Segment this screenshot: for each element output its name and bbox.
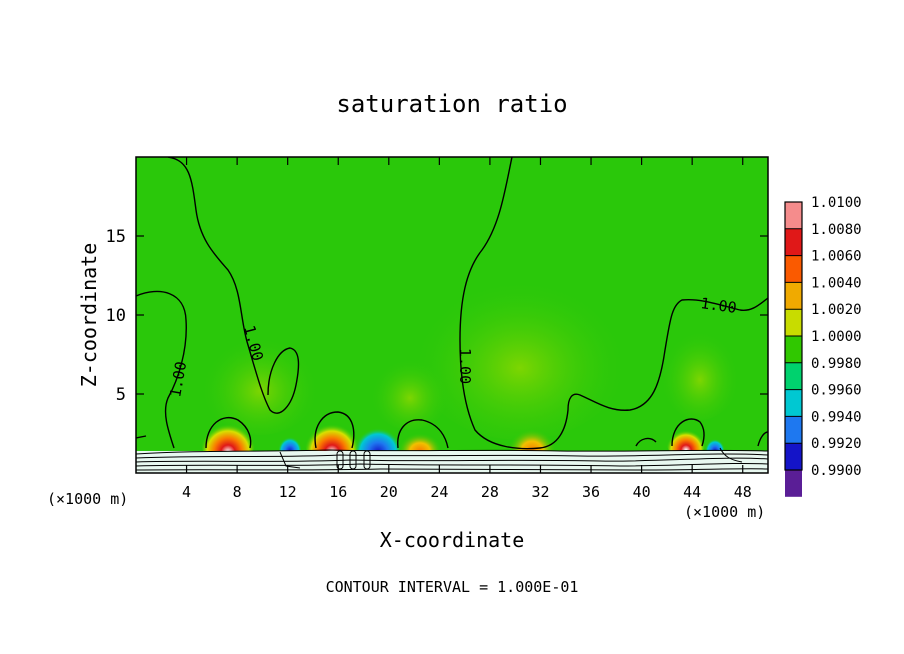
colorbar-label: 1.0060 (811, 249, 862, 265)
x-axis: 4 8 12 16 20 24 28 32 36 40 44 48 (182, 157, 752, 501)
contour-label: 1.00 (166, 360, 190, 399)
contour-line (136, 435, 147, 439)
x-tick-label: 32 (531, 483, 549, 501)
plot-field (136, 157, 768, 473)
contour-line (671, 418, 705, 447)
colorbar-swatch (785, 362, 802, 390)
y-axis: 5 10 15 (106, 227, 768, 405)
x-axis-label: X-coordinate (380, 528, 525, 552)
colorbar-swatch (785, 443, 802, 470)
soft-region (660, 320, 740, 420)
x-tick-label: 8 (233, 483, 242, 501)
x-tick-label: 20 (380, 483, 398, 501)
contour-line (397, 419, 449, 449)
colorbar-swatch (785, 389, 802, 417)
contour-label-glyph (349, 450, 357, 470)
y-tick-label: 15 (106, 227, 126, 247)
y-axis-label: Z-coordinate (77, 243, 101, 388)
colorbar-swatch (785, 416, 802, 444)
contour-line (635, 437, 657, 447)
contour-line (314, 411, 355, 449)
surface-contour (136, 468, 768, 471)
colorbar-label: 0.9920 (811, 436, 862, 452)
colorbar-label: 1.0000 (811, 329, 862, 345)
contour-interval-note: CONTOUR INTERVAL = 1.000E-01 (326, 578, 579, 596)
contour-lines (136, 157, 768, 450)
colorbar-swatch (785, 470, 802, 497)
soft-region (410, 260, 630, 440)
contour-label: 1.00 (699, 294, 737, 317)
soft-region (370, 350, 450, 430)
surface-contour (279, 451, 301, 469)
x-unit-label: (×1000 m) (47, 490, 128, 508)
contour-label-glyph (363, 450, 371, 470)
colorbar-swatch (785, 228, 802, 256)
colorbar-label: 0.9940 (811, 409, 862, 425)
surface-contour (136, 457, 768, 463)
surface-contour (136, 453, 768, 459)
contour-line (136, 290, 187, 449)
contour-line (459, 157, 768, 450)
surface-contour (136, 462, 768, 467)
contour-label-glyph (336, 450, 344, 470)
contour-line (205, 417, 252, 449)
surface-contour (136, 449, 768, 455)
colorbar-label: 0.9900 (811, 463, 862, 479)
x-tick-label: 24 (430, 483, 448, 501)
contour-line (167, 157, 300, 414)
colorbar-swatch (785, 202, 802, 229)
colorbar-label: 1.0040 (811, 275, 862, 291)
colorbar: 1.0100 1.0080 1.0060 1.0040 1.0020 1.0000 0.99… (784, 195, 862, 497)
x-tick-label: 28 (481, 483, 499, 501)
colorbar-label: 0.9980 (811, 356, 862, 372)
surface-contours (136, 447, 768, 471)
x-tick-label: 36 (582, 483, 600, 501)
surface-contour-labels (336, 450, 371, 470)
colorbar-swatch (785, 336, 802, 363)
contour-line (757, 431, 768, 447)
colorbar-label: 1.0100 (811, 195, 862, 211)
colorbar-label: 1.0020 (811, 302, 862, 318)
z-unit-label: (×1000 m) (684, 503, 765, 521)
colorbar-swatch (785, 309, 802, 336)
x-tick-label: 16 (329, 483, 347, 501)
x-tick-label: 12 (279, 483, 297, 501)
x-tick-label: 44 (683, 483, 701, 501)
chart-title: saturation ratio (336, 90, 567, 118)
y-tick-label: 10 (106, 306, 126, 326)
colorbar-label: 1.0080 (811, 222, 862, 238)
x-tick-label: 40 (633, 483, 651, 501)
x-tick-label: 4 (182, 483, 191, 501)
contour-label: 1.00 (456, 348, 474, 384)
x-tick-label: 48 (734, 483, 752, 501)
colorbar-swatch (785, 282, 802, 310)
soft-region (200, 325, 320, 435)
colorbar-swatch (785, 255, 802, 283)
surface-contour (719, 447, 743, 463)
colorbar-label: 0.9960 (811, 383, 862, 399)
y-tick-label: 5 (116, 385, 126, 405)
